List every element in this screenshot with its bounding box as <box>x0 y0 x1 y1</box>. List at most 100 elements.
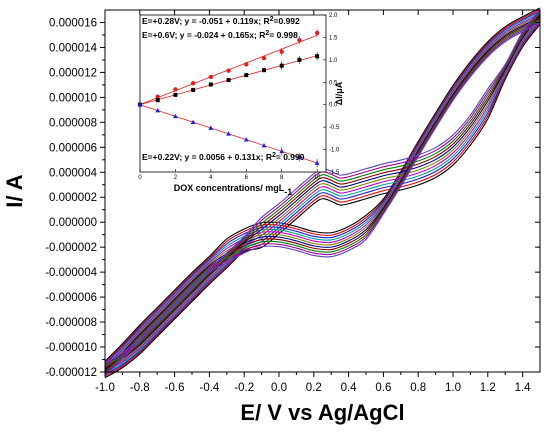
cv-reverse-scan <box>104 19 541 374</box>
inset-point-square <box>226 78 231 83</box>
cv-forward-scan <box>104 22 541 377</box>
y-tick-label: -0.000012 <box>45 367 97 379</box>
x-tick-label: 1.4 <box>515 382 532 394</box>
y-ticks: -0.000012 -0.000010 -0.000008 -0.000006 -0.0… <box>45 17 540 379</box>
cv-reverse-scan <box>104 9 541 364</box>
inset-equations: E=+0.28V; y = -0.051 + 0.119x; R2=0.992E… <box>142 16 305 162</box>
y-tick-label: 0.000014 <box>49 42 98 54</box>
x-axis-label: E/ V vs Ag/AgCl <box>240 400 404 425</box>
x-tick-label: 1.0 <box>445 382 461 394</box>
cv-forward-scan <box>104 12 541 367</box>
cv-reverse-scan <box>104 24 541 379</box>
inset-equation-tail: =0.992 <box>274 16 301 26</box>
inset-series <box>137 28 320 168</box>
y-tick-label: 0.000000 <box>49 217 97 229</box>
cv-forward-scan <box>104 9 541 364</box>
x-tick-label: 0.8 <box>410 382 426 394</box>
inset-point-circle <box>226 68 231 73</box>
inset-equation-sup: 2 <box>270 16 274 23</box>
inset-point-circle <box>297 37 302 43</box>
inset-x-tick-label: 2 <box>174 175 178 181</box>
cv-reverse-scan <box>104 18 541 373</box>
inset-point-triangle <box>279 148 285 154</box>
inset-point-triangle <box>155 107 161 113</box>
inset-y-tick-label: 2.0 <box>329 13 338 19</box>
cv-reverse-scan <box>104 16 541 371</box>
inset-point-square <box>155 98 160 103</box>
cv-reverse-scan <box>104 15 541 370</box>
cv-forward-scan <box>104 7 541 362</box>
inset-equation-sup: 2 <box>272 152 276 159</box>
inset-point-circle <box>279 49 284 54</box>
y-tick-label: -0.000002 <box>45 242 97 254</box>
inset-point-triangle <box>173 113 178 119</box>
inset-point-circle <box>261 55 267 61</box>
main-plot-frame <box>104 9 541 373</box>
inset-point-triangle <box>137 102 143 107</box>
inset-x-tick-label: 8 <box>280 175 284 181</box>
cv-forward-scan <box>104 19 541 374</box>
inset-x-tick-label: 10 <box>314 175 321 181</box>
inset-point-triangle <box>297 154 302 159</box>
inset-equation: E=+0.6V; y = -0.024 + 0.165x; R2= 0.998 <box>142 30 298 40</box>
cv-forward-scan <box>104 14 541 370</box>
inset-x-tick-label: 0 <box>138 175 142 181</box>
x-tick-label: 1.2 <box>480 382 496 394</box>
inset-point-square <box>297 57 302 62</box>
y-tick-label: -0.000004 <box>45 267 97 279</box>
x-tick-label: 0.6 <box>375 382 391 394</box>
inset-y-axis-label: ΔI/μA <box>334 81 344 105</box>
inset-equation-tail: = 0.998 <box>269 30 298 40</box>
cv-forward-scan <box>104 13 541 368</box>
inset-equation-tail: = 0.999 <box>276 152 305 162</box>
cv-reverse-scan <box>104 12 541 367</box>
x-tick-label: -0.2 <box>234 382 254 394</box>
y-tick-label: 0.000004 <box>49 167 98 179</box>
inset-point-square <box>315 54 320 59</box>
inset-equation-main: E=+0.28V; y = -0.051 + 0.119x; R <box>142 16 270 26</box>
y-tick-label: -0.000006 <box>45 292 97 304</box>
y-tick-label: -0.000010 <box>45 342 97 354</box>
inset-point-square <box>279 63 284 68</box>
cv-forward-scan <box>104 10 541 365</box>
inset-point-triangle <box>243 137 249 142</box>
inset-point-circle <box>155 94 160 99</box>
inset-point-triangle <box>190 119 196 125</box>
inset-point-circle <box>173 87 178 92</box>
inset-point-triangle <box>261 142 267 148</box>
y-axis-label: I/ A <box>2 174 27 208</box>
cv-curves <box>104 7 541 379</box>
cv-reverse-scan <box>104 13 541 368</box>
inset-point-circle <box>208 74 214 80</box>
y-tick-label: 0.000010 <box>49 92 97 104</box>
inset-x-tick-label: 6 <box>245 175 249 181</box>
inset-point-triangle <box>208 125 214 130</box>
x-ticks: -1.0 -0.8 -0.6 -0.4 -0.2 0.0 0.2 0.4 0.6 0.8 1.0 1.… <box>95 10 531 394</box>
x-tick-label: -0.4 <box>199 382 219 394</box>
x-tick-label: -0.6 <box>165 382 185 394</box>
inset-point-circle <box>244 62 249 67</box>
inset-y-tick-label: 1.0 <box>329 58 338 64</box>
inset-x-axis-label-main: DOX concentrations/ mgL <box>174 183 285 193</box>
inset-point-square <box>208 82 213 87</box>
x-tick-label: 0.2 <box>306 382 322 394</box>
x-tick-label: 0.0 <box>271 382 287 394</box>
inset-point-square <box>244 73 249 78</box>
inset-y-tick-label: 0.0 <box>329 103 338 109</box>
y-tick-label: -0.000008 <box>45 317 97 329</box>
inset-ticks: 0 2 4 6 8 10 -1.5 -1.0 -0.5 0.0 0.5 1.0 1.5 2.0 <box>138 13 340 181</box>
inset-point-triangle <box>226 131 231 136</box>
inset-point-triangle <box>314 160 320 165</box>
inset-y-tick-label: -0.5 <box>329 125 340 131</box>
x-tick-label: 0.4 <box>341 382 358 394</box>
inset-frame <box>139 14 327 173</box>
inset-x-tick-label: 4 <box>209 175 213 181</box>
y-tick-label: 0.000002 <box>49 192 97 204</box>
inset-equation: E=+0.28V; y = -0.051 + 0.119x; R2=0.992 <box>142 16 300 26</box>
inset-point-circle <box>314 30 320 36</box>
inset-equation-sup: 2 <box>265 30 269 37</box>
inset-point-square <box>191 87 196 92</box>
y-tick-label: 0.000008 <box>49 117 97 129</box>
inset-equation: E=+0.22V; y = 0.0056 + 0.131x; R2= 0.999 <box>142 152 305 162</box>
